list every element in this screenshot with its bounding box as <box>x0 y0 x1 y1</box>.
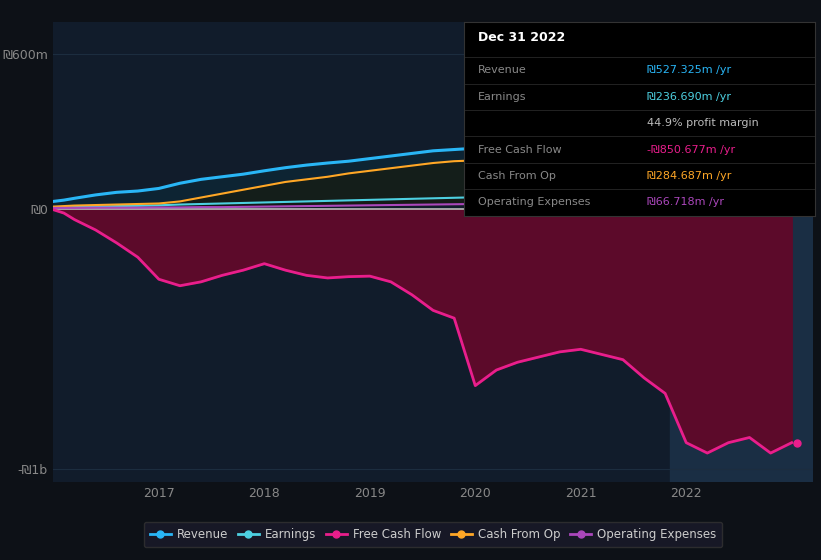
Text: Earnings: Earnings <box>478 92 526 102</box>
Text: ₪527.325m /yr: ₪527.325m /yr <box>647 66 731 76</box>
Text: ₪66.718m /yr: ₪66.718m /yr <box>647 197 723 207</box>
Text: ₪284.687m /yr: ₪284.687m /yr <box>647 171 731 181</box>
Text: Cash From Op: Cash From Op <box>478 171 556 181</box>
Bar <box>671 22 813 482</box>
Text: 44.9% profit margin: 44.9% profit margin <box>647 118 759 128</box>
Legend: Revenue, Earnings, Free Cash Flow, Cash From Op, Operating Expenses: Revenue, Earnings, Free Cash Flow, Cash … <box>144 522 722 547</box>
Text: Operating Expenses: Operating Expenses <box>478 197 590 207</box>
Text: Free Cash Flow: Free Cash Flow <box>478 144 562 155</box>
Text: ₪236.690m /yr: ₪236.690m /yr <box>647 92 731 102</box>
Text: -₪850.677m /yr: -₪850.677m /yr <box>647 144 735 155</box>
Text: Revenue: Revenue <box>478 66 526 76</box>
Text: Dec 31 2022: Dec 31 2022 <box>478 31 565 44</box>
